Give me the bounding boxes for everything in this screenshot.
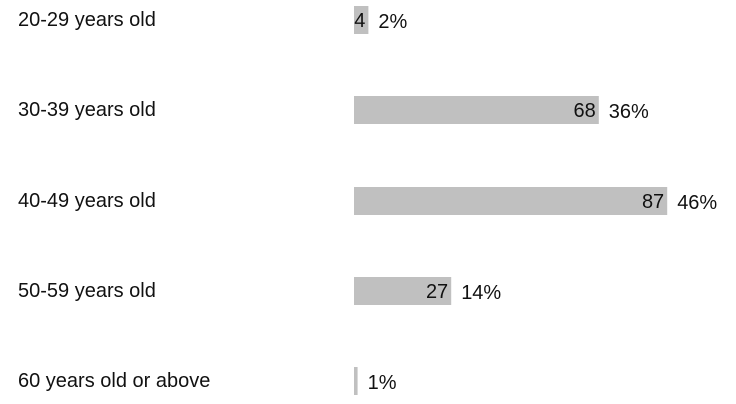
category-label: 30-39 years old	[18, 99, 156, 121]
percent-label: 1%	[368, 372, 397, 394]
category-label: 40-49 years old	[18, 190, 156, 212]
category-label: 50-59 years old	[18, 280, 156, 302]
value-label: 4	[354, 10, 365, 32]
percent-label: 2%	[378, 11, 407, 33]
percent-label: 14%	[461, 282, 501, 304]
bar	[354, 96, 599, 124]
percent-label: 46%	[677, 192, 717, 214]
bar	[354, 6, 369, 34]
category-label: 60 years old or above	[18, 370, 210, 392]
value-label: 68	[574, 100, 596, 122]
category-label: 20-29 years old	[18, 9, 156, 31]
value-label: 27	[426, 281, 448, 303]
bar	[354, 187, 668, 215]
bar	[354, 277, 452, 305]
bar	[354, 367, 358, 395]
percent-label: 36%	[609, 101, 649, 123]
value-label: 87	[642, 191, 664, 213]
